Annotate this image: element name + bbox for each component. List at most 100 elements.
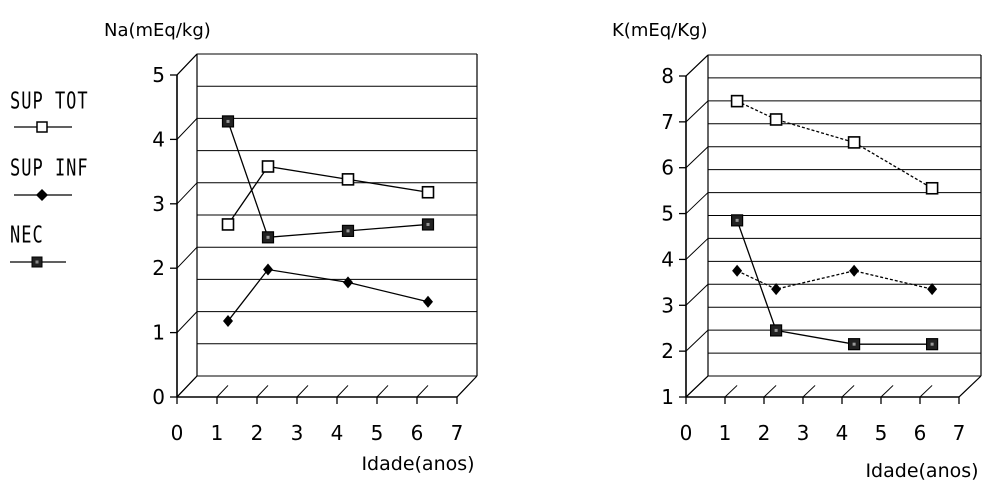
y-tick-label: 1 bbox=[152, 321, 165, 345]
legend-label-nec: NEC bbox=[10, 222, 44, 249]
y-tick-label: 8 bbox=[661, 64, 674, 88]
x-tick-label: 4 bbox=[331, 421, 344, 445]
series-line bbox=[736, 220, 933, 345]
y-tick-label: 5 bbox=[152, 63, 165, 87]
x-tick-label: 0 bbox=[680, 421, 693, 445]
x-tick-label: 3 bbox=[291, 421, 304, 445]
legend-marker-sup-tot bbox=[14, 121, 72, 133]
data-point bbox=[261, 160, 275, 173]
top-edge-left bbox=[685, 54, 709, 77]
y-tick-label: 2 bbox=[152, 256, 165, 280]
legend-label-sup-tot: SUP TOT bbox=[10, 88, 89, 115]
x-tick-label: 1 bbox=[211, 421, 224, 445]
top-edge-left bbox=[176, 53, 198, 76]
floor-tick bbox=[919, 385, 933, 398]
side-connector bbox=[685, 329, 709, 352]
data-point bbox=[343, 276, 353, 289]
data-point bbox=[223, 315, 233, 328]
floor-tick bbox=[802, 385, 816, 398]
x-tick-label: 6 bbox=[411, 421, 424, 445]
y-tick-label: 5 bbox=[661, 202, 674, 226]
data-point-center bbox=[852, 342, 856, 346]
y-tick-label: 4 bbox=[661, 247, 674, 271]
side-connector bbox=[685, 146, 709, 169]
legend: SUP TOT SUP INF NEC bbox=[0, 0, 130, 300]
floor-tick bbox=[376, 385, 389, 398]
data-point bbox=[423, 295, 433, 308]
series-line bbox=[736, 270, 933, 290]
x-tick-label: 5 bbox=[875, 421, 888, 445]
y-tick-label: 6 bbox=[661, 156, 674, 180]
floor-tick bbox=[958, 385, 972, 398]
data-point bbox=[263, 263, 273, 276]
data-point bbox=[771, 283, 782, 296]
y-tick-label: 2 bbox=[661, 339, 674, 363]
floor-tick bbox=[416, 385, 429, 398]
series-nec bbox=[730, 214, 939, 351]
legend-marker-nec bbox=[10, 256, 66, 268]
series-sup-inf bbox=[223, 263, 433, 328]
data-point-center bbox=[266, 235, 270, 239]
y-tick-label: 7 bbox=[661, 110, 674, 134]
data-point bbox=[421, 185, 435, 199]
side-connector bbox=[176, 246, 198, 269]
data-point-center bbox=[346, 229, 350, 233]
x-tick-label: 6 bbox=[914, 421, 927, 445]
x-tick-label: 2 bbox=[758, 421, 771, 445]
floor-tick bbox=[841, 385, 855, 398]
data-point-center bbox=[226, 119, 230, 123]
x-axis-label: Idade(anos) bbox=[361, 453, 474, 475]
floor-tick bbox=[880, 385, 894, 398]
x-tick-label: 4 bbox=[836, 421, 849, 445]
floor-tick bbox=[296, 385, 309, 398]
x-tick-label: 0 bbox=[171, 421, 184, 445]
floor-tick bbox=[456, 385, 469, 398]
series-nec bbox=[221, 115, 435, 244]
data-point bbox=[925, 181, 939, 195]
legend-label-sup-inf: SUP INF bbox=[10, 155, 89, 182]
floor-tick bbox=[176, 385, 189, 398]
side-connector bbox=[685, 192, 709, 214]
x-tick-label: 1 bbox=[719, 421, 732, 445]
legend-marker-sup-inf bbox=[14, 189, 72, 201]
x-tick-label: 7 bbox=[451, 421, 464, 445]
data-point bbox=[927, 283, 938, 296]
data-point bbox=[221, 218, 235, 231]
x-tick-label: 2 bbox=[251, 421, 264, 445]
data-point bbox=[341, 173, 355, 186]
data-point bbox=[730, 94, 744, 108]
side-connector bbox=[176, 311, 198, 333]
side-connector bbox=[685, 238, 709, 260]
data-point bbox=[732, 264, 743, 277]
side-connector bbox=[176, 118, 198, 140]
chart-title-na: Na(mEq/kg) bbox=[104, 20, 211, 41]
series-line bbox=[227, 268, 429, 322]
chart-title-k: K(mEq/Kg) bbox=[612, 20, 708, 41]
data-point bbox=[847, 136, 861, 149]
floor-tick bbox=[724, 385, 738, 398]
floor-tick bbox=[685, 385, 699, 398]
chart-na: 0 1 2 3 4 5 0 1 2 3 4 5 6 7 Idade(anos) bbox=[152, 53, 478, 475]
x-tick-label: 5 bbox=[371, 421, 384, 445]
floor-tick bbox=[763, 385, 777, 398]
y-tick-label: 3 bbox=[152, 192, 165, 216]
side-connector bbox=[685, 283, 709, 306]
data-point bbox=[769, 113, 783, 126]
y-tick-label: 1 bbox=[661, 385, 674, 409]
series-sup-tot bbox=[221, 160, 435, 231]
x-tick-label: 3 bbox=[797, 421, 810, 445]
y-tick-label: 4 bbox=[152, 127, 165, 151]
side-connector bbox=[176, 182, 198, 205]
side-connector bbox=[685, 100, 709, 123]
series-line bbox=[227, 121, 429, 239]
floor-tick bbox=[216, 385, 229, 398]
floor-tick bbox=[256, 385, 269, 398]
x-tick-label: 7 bbox=[953, 421, 966, 445]
y-tick-label: 0 bbox=[152, 385, 165, 409]
series-line bbox=[736, 100, 933, 189]
series-sup-inf bbox=[732, 264, 938, 296]
data-point bbox=[849, 264, 860, 277]
